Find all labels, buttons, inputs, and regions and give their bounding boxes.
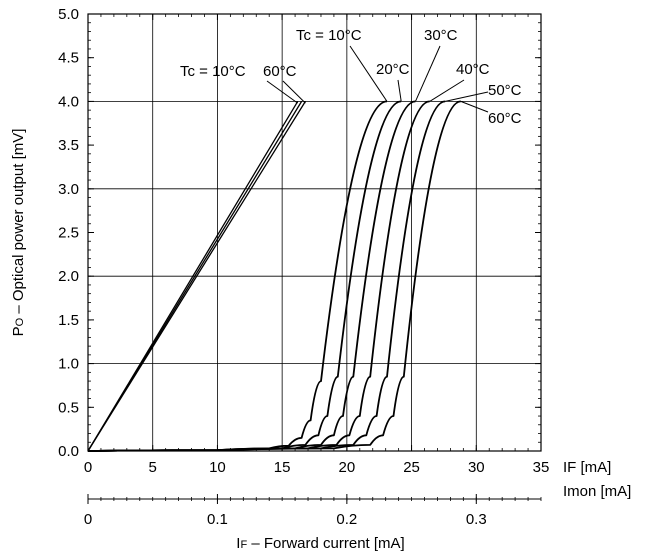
x-axis-title: IF – Forward current [mA]: [236, 535, 404, 552]
leader-line: [460, 100, 489, 113]
y-axis-title: PO – Optical power output [mV]: [10, 129, 27, 337]
if-label-20: 20°C: [376, 61, 410, 78]
y-tick-label: 4.0: [58, 93, 79, 110]
if-curve: [87, 100, 461, 452]
x-tick-label: 15: [274, 459, 291, 476]
y-tick-label: 5.0: [58, 6, 79, 23]
y-tick-label: 3.5: [58, 137, 79, 154]
leader-line: [414, 45, 441, 102]
imon-tick-label: 0.1: [207, 511, 228, 528]
if-label-50: 50°C: [488, 82, 522, 99]
x-tick-label: 5: [149, 459, 157, 476]
leader-line: [282, 80, 306, 104]
x-axis-unit-label: IF [mA]: [563, 459, 611, 476]
leader-line: [445, 91, 489, 102]
y-tick-label: 2.5: [58, 225, 79, 242]
leader-line: [349, 45, 388, 102]
imon-label-high: 60°C: [263, 63, 297, 80]
leader-line: [266, 80, 298, 104]
y-axis-ticks: 0.0 0.5 1.0 1.5 2.0 2.5 3.0 3.5 4.0 4.5 5.0: [58, 6, 541, 460]
plot-frame: [87, 13, 542, 452]
y-tick-label: 3.0: [58, 181, 79, 198]
y-tick-label: 0.0: [58, 443, 79, 460]
imon-label-low: Tc = 10°C: [180, 63, 246, 80]
curve-labels: Tc = 10°C 60°C Tc = 10°C 20°C 30°C 40°C 50°C 60…: [180, 27, 522, 127]
imon-tick-label: 0: [84, 511, 92, 528]
if-label-30: 30°C: [424, 27, 458, 44]
y-tick-label: 1.5: [58, 312, 79, 329]
if-label-60: 60°C: [488, 110, 522, 127]
imon-tick-label: 0.3: [466, 511, 487, 528]
imon-axis-ticks: 0 0.1 0.2 0.3: [84, 494, 542, 528]
grid: [88, 14, 541, 451]
curves: [87, 100, 461, 452]
imon-curve: [87, 101, 306, 452]
y-tick-label: 1.0: [58, 356, 79, 373]
y-tick-label: 0.5: [58, 399, 79, 416]
x-axis-ticks: 0 5 10 15 20 25 30 35: [84, 14, 550, 476]
x-tick-label: 10: [209, 459, 226, 476]
y-tick-label: 4.5: [58, 50, 79, 67]
x-tick-label: 35: [533, 459, 550, 476]
if-label-40: 40°C: [456, 61, 490, 78]
x-tick-label: 20: [339, 459, 356, 476]
x-tick-label: 30: [468, 459, 485, 476]
imon-tick-label: 0.2: [336, 511, 357, 528]
leader-line: [397, 79, 402, 102]
imon-axis-unit-label: Imon [mA]: [563, 483, 631, 500]
if-label-10: Tc = 10°C: [296, 27, 362, 44]
leader-line: [429, 79, 465, 102]
y-tick-label: 2.0: [58, 268, 79, 285]
x-tick-label: 0: [84, 459, 92, 476]
x-tick-label: 25: [403, 459, 420, 476]
